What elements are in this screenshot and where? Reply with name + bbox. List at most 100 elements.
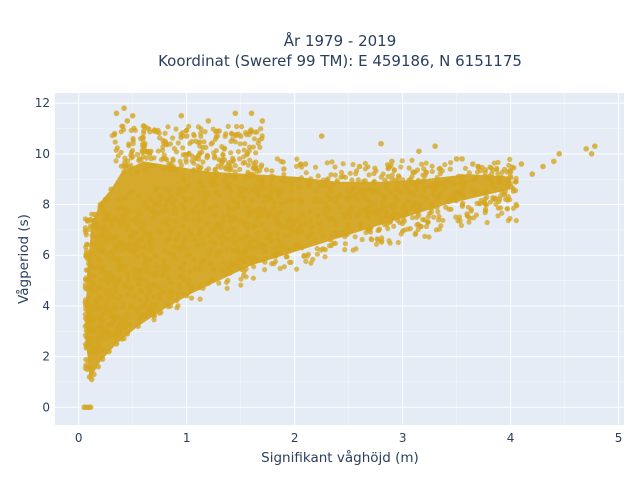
scatter-point <box>191 256 197 262</box>
scatter-point <box>322 210 328 217</box>
scatter-point <box>172 197 178 203</box>
scatter-point <box>504 197 511 203</box>
scatter-point <box>362 160 368 166</box>
scatter-point <box>318 133 325 139</box>
scatter-point <box>105 270 111 276</box>
scatter-point <box>510 188 516 194</box>
scatter-point <box>135 323 141 330</box>
scatter-point <box>482 201 488 207</box>
scatter-point <box>141 167 147 173</box>
x-tick-label: 4 <box>507 431 515 445</box>
scatter-point <box>163 262 169 268</box>
scatter-point <box>447 166 453 172</box>
scatter-point <box>353 191 359 197</box>
scatter-point <box>91 273 97 279</box>
scatter-point <box>263 167 270 173</box>
scatter-point <box>180 145 186 151</box>
scatter-point <box>398 164 404 170</box>
scatter-point <box>413 230 419 236</box>
scatter-point <box>366 226 372 232</box>
scatter-point <box>337 204 343 210</box>
scatter-point <box>224 236 230 242</box>
scatter-point <box>268 183 274 189</box>
scatter-point <box>128 248 134 254</box>
scatter-point <box>118 264 124 270</box>
scatter-point <box>466 170 472 176</box>
scatter-point <box>235 204 241 210</box>
scatter-point <box>112 242 118 248</box>
scatter-point <box>104 298 110 304</box>
scatter-point <box>424 219 431 225</box>
scatter-point <box>261 198 267 205</box>
scatter-point <box>342 241 348 247</box>
scatter-point <box>134 151 140 158</box>
scatter-point <box>86 271 92 278</box>
scatter-point <box>280 159 286 165</box>
scatter-point <box>171 243 177 249</box>
x-axis-ticks: 0 1 2 3 4 5 <box>75 431 622 445</box>
scatter-point <box>242 186 248 193</box>
scatter-point <box>349 177 355 183</box>
scatter-point <box>495 171 501 177</box>
scatter-point <box>513 178 519 185</box>
scatter-point <box>164 236 171 242</box>
scatter-point <box>128 217 134 223</box>
scatter-point <box>197 264 203 270</box>
scatter-point <box>471 189 477 195</box>
scatter-point <box>125 272 131 279</box>
scatter-point <box>272 200 278 206</box>
scatter-point <box>540 163 546 170</box>
scatter-point <box>193 203 199 209</box>
scatter-point <box>551 158 557 165</box>
scatter-point <box>431 214 437 220</box>
scatter-point <box>245 162 251 168</box>
scatter-point <box>224 285 230 291</box>
scatter-point <box>205 233 212 239</box>
scatter-point <box>183 235 189 241</box>
scatter-point <box>423 160 429 166</box>
scatter-point <box>172 219 178 225</box>
scatter-point <box>332 200 338 206</box>
scatter-point <box>216 280 222 286</box>
scatter-point <box>462 165 468 171</box>
scatter-point <box>197 180 203 186</box>
scatter-point <box>322 254 328 260</box>
scatter-point <box>465 213 471 220</box>
scatter-point <box>497 178 503 185</box>
scatter-point <box>143 231 149 238</box>
scatter-point <box>96 335 102 342</box>
scatter-point <box>140 277 146 283</box>
scatter-point <box>378 215 384 221</box>
scatter-point <box>112 130 118 136</box>
scatter-point <box>293 218 299 224</box>
scatter-point <box>283 199 289 205</box>
scatter-point <box>225 123 231 129</box>
scatter-point <box>93 314 99 320</box>
scatter-point <box>384 180 390 186</box>
scatter-point <box>453 198 459 204</box>
scatter-point <box>107 306 113 312</box>
scatter-point <box>483 167 489 173</box>
scatter-point <box>232 163 238 169</box>
scatter-point <box>423 223 430 230</box>
scatter-point <box>442 185 448 191</box>
scatter-point <box>100 317 106 324</box>
scatter-point <box>505 217 511 224</box>
scatter-point <box>164 186 170 192</box>
scatter-point <box>84 334 90 340</box>
scatter-point <box>256 240 262 246</box>
scatter-point <box>111 215 118 222</box>
scatter-point <box>238 217 244 224</box>
scatter-point <box>162 269 168 275</box>
scatter-point <box>410 215 416 221</box>
scatter-point <box>173 149 180 155</box>
scatter-point <box>355 211 362 217</box>
scatter-point <box>484 219 490 226</box>
scatter-point <box>252 244 258 250</box>
scatter-point <box>459 191 465 197</box>
x-tick-label: 1 <box>183 431 191 445</box>
scatter-point <box>129 147 136 154</box>
scatter-point <box>122 155 128 161</box>
scatter-point <box>178 243 184 249</box>
scatter-point <box>416 207 422 213</box>
